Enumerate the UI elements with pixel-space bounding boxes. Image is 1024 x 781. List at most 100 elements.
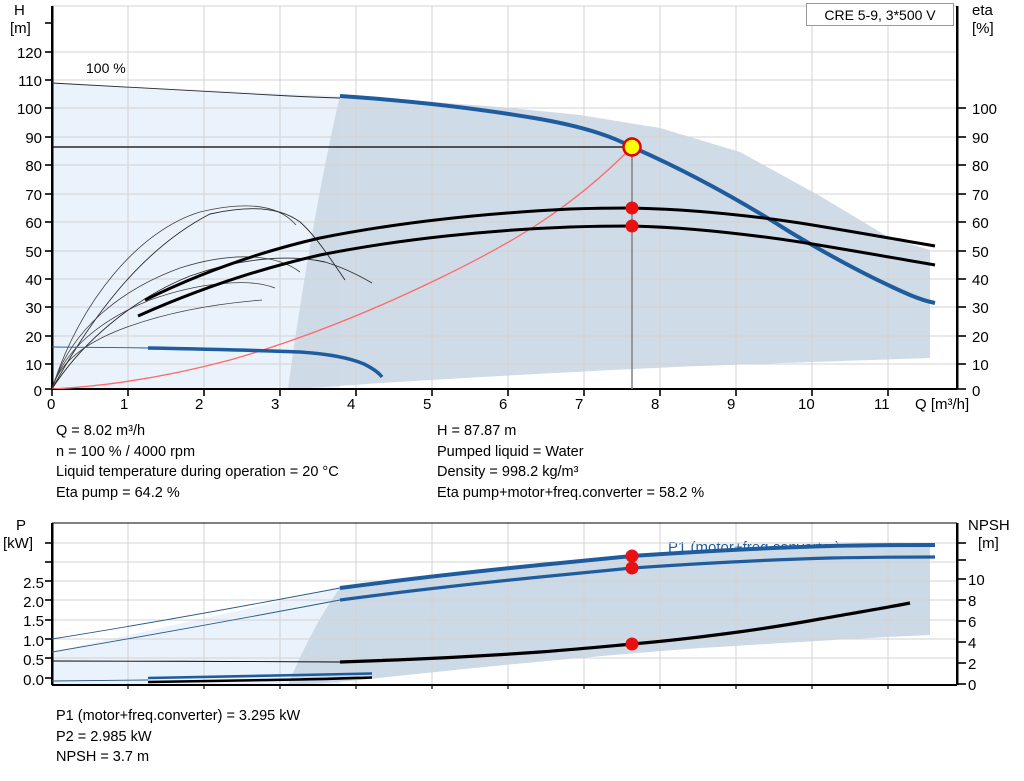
info-etatotal: Eta pump+motor+freq.converter = 58.2 % bbox=[437, 484, 705, 501]
q-axis-label: Q [m³/h] bbox=[915, 396, 970, 413]
h-tick-40: 40 bbox=[25, 272, 42, 289]
info-temp: Liquid temperature during operation = 20… bbox=[56, 464, 339, 480]
eta-tick-70: 70 bbox=[972, 187, 989, 204]
q-tick-8: 8 bbox=[651, 396, 660, 413]
info-h: H = 87.87 m bbox=[437, 423, 517, 439]
eta-pump-curve bbox=[144, 206, 936, 302]
npsh-thin-guide bbox=[52, 660, 341, 663]
info-top-left: Q = 8.02 m³/h n = 100 % / 4000 rpm Liqui… bbox=[56, 421, 339, 503]
p-axis-unit: [kW] bbox=[3, 535, 33, 552]
q-tick-11: 11 bbox=[874, 396, 890, 413]
head-eta-plot bbox=[45, 5, 966, 396]
head-curve-36-thin bbox=[52, 346, 149, 349]
h-tick-110: 110 bbox=[18, 73, 42, 90]
operating-range-area bbox=[288, 96, 930, 389]
p-tick-2-5: 2.5 bbox=[23, 575, 44, 592]
grid-lines-bottom bbox=[52, 522, 957, 685]
h-tick-100: 100 bbox=[16, 101, 42, 118]
duty-point-marker bbox=[622, 137, 642, 157]
axis-lines bbox=[50, 6, 959, 390]
q-tick-7: 7 bbox=[575, 396, 584, 413]
duty-point-p2-dot bbox=[625, 561, 639, 575]
info-etapump: Eta pump = 64.2 % bbox=[56, 484, 180, 501]
eta-tick-0: 0 bbox=[972, 383, 981, 400]
min-speed-operating-area bbox=[52, 83, 340, 389]
eta-tick-30: 30 bbox=[972, 300, 989, 317]
head-eta-chart-panel: H [m] eta [%] 120 110 100 90 80 70 60 50… bbox=[10, 2, 998, 413]
npsh-tick-8: 8 bbox=[968, 593, 977, 610]
head-curve-thin-100 bbox=[52, 82, 341, 99]
npsh-axis-name: NPSH bbox=[968, 517, 1010, 534]
power-npsh-plot bbox=[45, 522, 966, 689]
left-axis-ticks bbox=[45, 22, 52, 390]
eta-tick-60: 60 bbox=[972, 215, 989, 232]
q-tick-4: 4 bbox=[347, 396, 356, 413]
h-tick-70: 70 bbox=[25, 187, 42, 204]
p2-curve-min-speed bbox=[147, 676, 373, 684]
q-tick-0: 0 bbox=[47, 396, 56, 413]
h-axis-unit: [m] bbox=[10, 20, 31, 37]
power-guide-curve bbox=[52, 146, 633, 389]
grid-lines bbox=[52, 5, 957, 389]
bottom-axis-ticks-bottom bbox=[127, 685, 889, 689]
q-tick-1: 1 bbox=[120, 396, 129, 413]
duty-point-npsh-dot bbox=[625, 637, 639, 651]
info-npsh: NPSH = 3.7 m bbox=[56, 749, 150, 765]
info-q: Q = 8.02 m³/h bbox=[56, 423, 146, 439]
npsh-tick-4: 4 bbox=[968, 635, 977, 652]
h-tick-10: 10 bbox=[25, 357, 42, 374]
eta-axis-unit: [%] bbox=[972, 20, 994, 37]
npsh-axis-unit: [m] bbox=[978, 535, 999, 552]
head-curve-100 bbox=[339, 94, 936, 305]
h-axis-name: H bbox=[14, 2, 25, 19]
q-tick-10: 10 bbox=[798, 396, 815, 413]
eta-tick-40: 40 bbox=[972, 272, 989, 289]
q-tick-9: 9 bbox=[727, 396, 736, 413]
q-tick-5: 5 bbox=[423, 396, 432, 413]
eta-tick-100: 100 bbox=[972, 101, 998, 118]
h-tick-20: 20 bbox=[25, 329, 42, 346]
eta-total-curve bbox=[137, 224, 936, 318]
npsh-tick-2: 2 bbox=[968, 656, 977, 673]
h-tick-50: 50 bbox=[25, 244, 42, 261]
eta-tick-20: 20 bbox=[972, 329, 989, 346]
q-tick-2: 2 bbox=[195, 396, 204, 413]
info-bottom-left: P1 (motor+freq.converter) = 3.295 kW P2 … bbox=[56, 706, 300, 768]
eta-tick-80: 80 bbox=[972, 158, 989, 175]
duty-point-eta-pump-dot bbox=[625, 201, 639, 215]
npsh-tick-0: 0 bbox=[968, 677, 977, 694]
h-tick-80: 80 bbox=[25, 158, 42, 175]
speed-label-100: 100 % bbox=[86, 60, 126, 76]
eta-axis-name: eta bbox=[972, 2, 993, 19]
right-axis-ticks-bottom bbox=[957, 542, 966, 685]
left-axis-ticks-bottom bbox=[45, 542, 52, 679]
h-tick-60: 60 bbox=[25, 215, 42, 232]
duty-point-eta-total-dot bbox=[625, 219, 639, 233]
right-axis-ticks bbox=[957, 107, 966, 390]
p-axis-name: P bbox=[16, 517, 27, 534]
p-tick-0-5: 0.5 bbox=[23, 652, 44, 669]
h-tick-90: 90 bbox=[25, 130, 42, 147]
eta-tick-10: 10 bbox=[972, 357, 989, 374]
h-tick-30: 30 bbox=[25, 300, 42, 317]
h-tick-0: 0 bbox=[33, 383, 42, 400]
npsh-tick-6: 6 bbox=[968, 614, 977, 631]
p1-curve-min-speed bbox=[147, 672, 373, 680]
head-curve-36 bbox=[147, 346, 384, 379]
info-density: Density = 998.2 kg/m³ bbox=[437, 464, 579, 480]
power-operating-range-area bbox=[288, 544, 930, 685]
p-tick-1-0: 1.0 bbox=[23, 633, 44, 650]
p-tick-0-0: 0.0 bbox=[23, 672, 44, 689]
p-tick-1-5: 1.5 bbox=[23, 613, 44, 630]
info-p1: P1 (motor+freq.converter) = 3.295 kW bbox=[56, 708, 301, 724]
p1-thin-guide bbox=[52, 587, 341, 640]
q-tick-6: 6 bbox=[499, 396, 508, 413]
npsh-tick-10: 10 bbox=[968, 572, 985, 589]
eta-tick-90: 90 bbox=[972, 130, 989, 147]
pump-model-title-box: CRE 5-9, 3*500 V bbox=[806, 3, 954, 26]
info-speed: n = 100 % / 4000 rpm bbox=[56, 443, 196, 460]
info-top-right: H = 87.87 m Pumped liquid = Water Densit… bbox=[437, 421, 704, 503]
info-liquid: Pumped liquid = Water bbox=[437, 443, 584, 460]
info-p2: P2 = 2.985 kW bbox=[56, 728, 152, 745]
